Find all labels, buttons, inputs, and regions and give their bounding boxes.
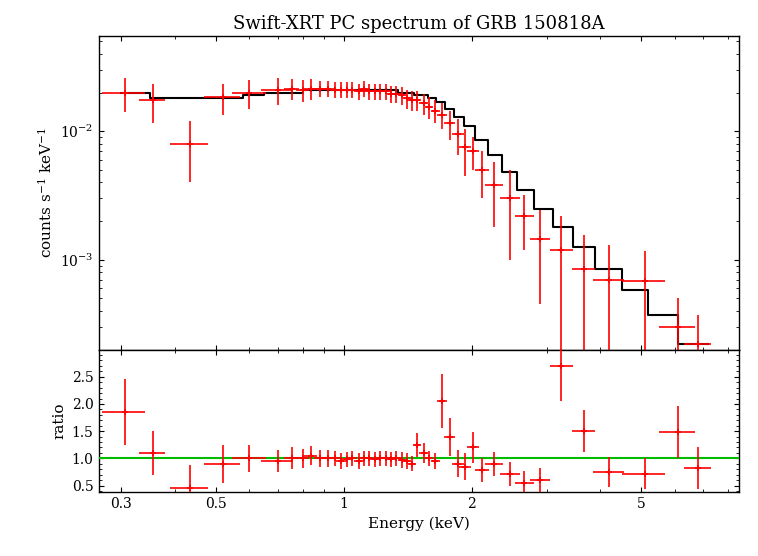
Y-axis label: counts s$^{-1}$ keV$^{-1}$: counts s$^{-1}$ keV$^{-1}$ <box>37 127 55 259</box>
Title: Swift-XRT PC spectrum of GRB 150818A: Swift-XRT PC spectrum of GRB 150818A <box>233 15 605 33</box>
X-axis label: Energy (keV): Energy (keV) <box>368 517 470 531</box>
Y-axis label: ratio: ratio <box>52 403 66 439</box>
